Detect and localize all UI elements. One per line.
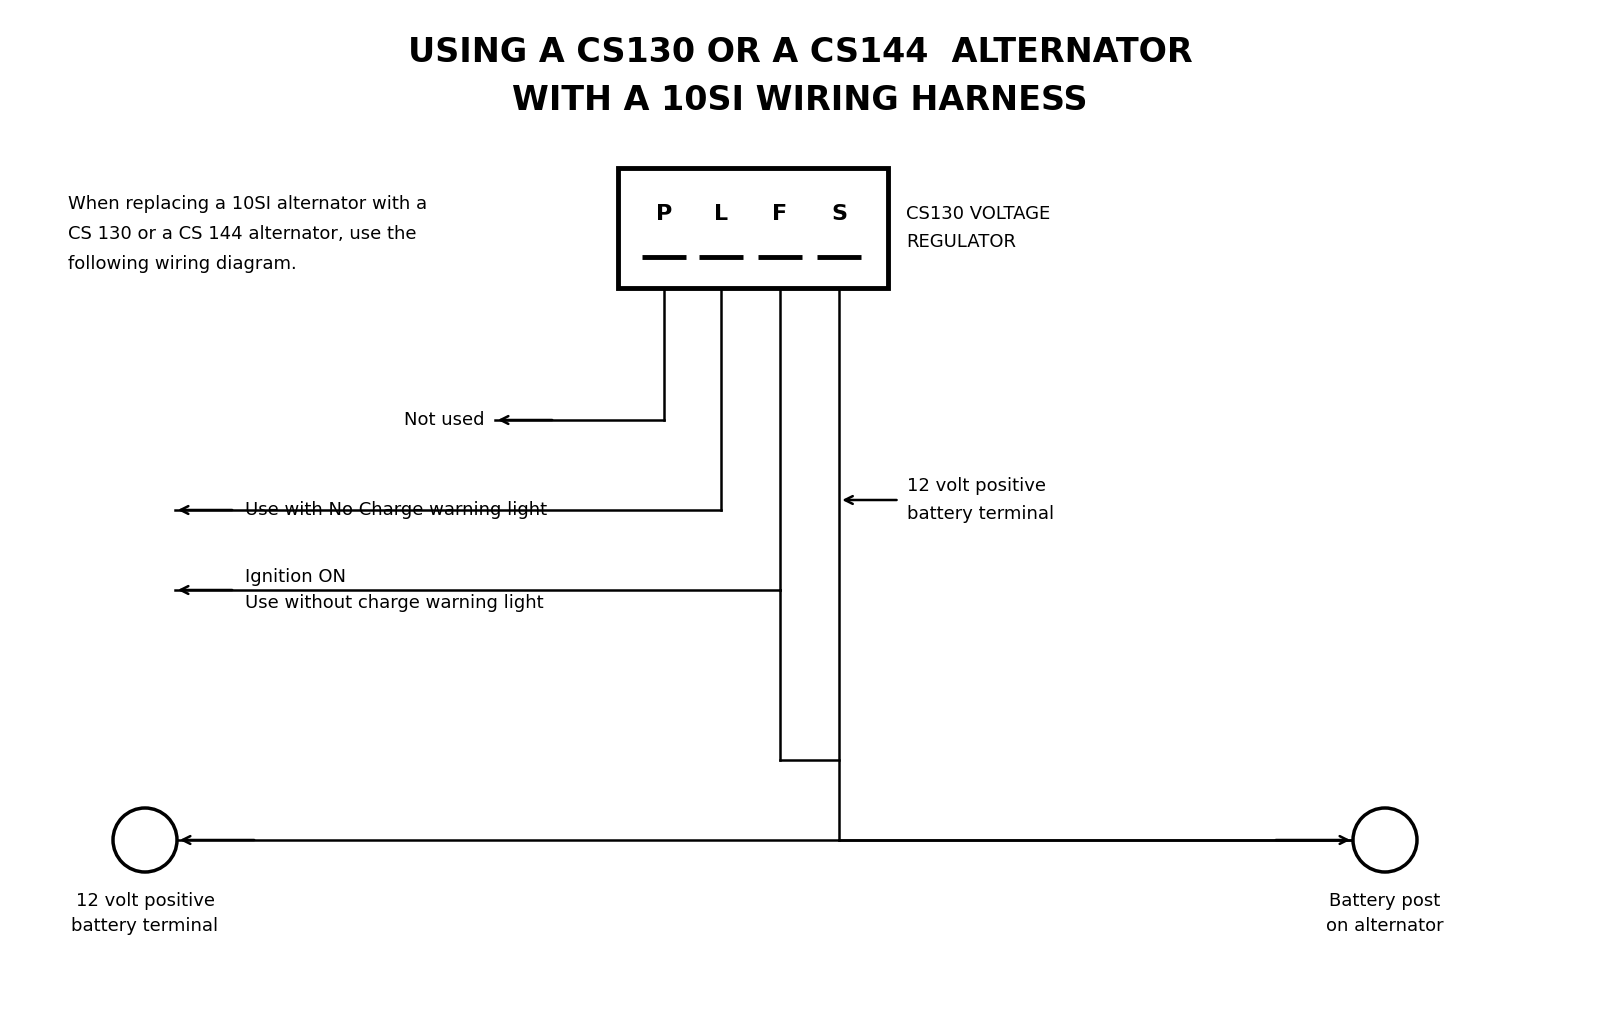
Bar [618, 168, 888, 288]
Text: Not used: Not used [405, 411, 485, 429]
Text: P: P [656, 204, 672, 224]
Text: Ignition ON: Ignition ON [245, 568, 346, 586]
Text: L: L [714, 204, 728, 224]
Text: following wiring diagram.: following wiring diagram. [67, 255, 296, 273]
Text: battery terminal: battery terminal [907, 505, 1054, 523]
Text: CS130 VOLTAGE: CS130 VOLTAGE [906, 205, 1050, 223]
Text: When replacing a 10SI alternator with a: When replacing a 10SI alternator with a [67, 195, 427, 213]
Circle shape [1354, 808, 1418, 872]
Text: REGULATOR: REGULATOR [906, 233, 1016, 251]
Text: S: S [832, 204, 848, 224]
Text: 12 volt positive
battery terminal: 12 volt positive battery terminal [72, 892, 219, 935]
Text: 12 volt positive: 12 volt positive [907, 477, 1046, 495]
Text: Use with No Charge warning light: Use with No Charge warning light [245, 501, 547, 519]
Text: Battery post
on alternator: Battery post on alternator [1326, 892, 1443, 935]
Text: CS 130 or a CS 144 alternator, use the: CS 130 or a CS 144 alternator, use the [67, 225, 416, 243]
Circle shape [114, 808, 178, 872]
Text: F: F [773, 204, 787, 224]
Text: USING A CS130 OR A CS144  ALTERNATOR: USING A CS130 OR A CS144 ALTERNATOR [408, 35, 1192, 69]
Text: WITH A 10SI WIRING HARNESS: WITH A 10SI WIRING HARNESS [512, 83, 1088, 117]
Text: Use without charge warning light: Use without charge warning light [245, 594, 544, 612]
